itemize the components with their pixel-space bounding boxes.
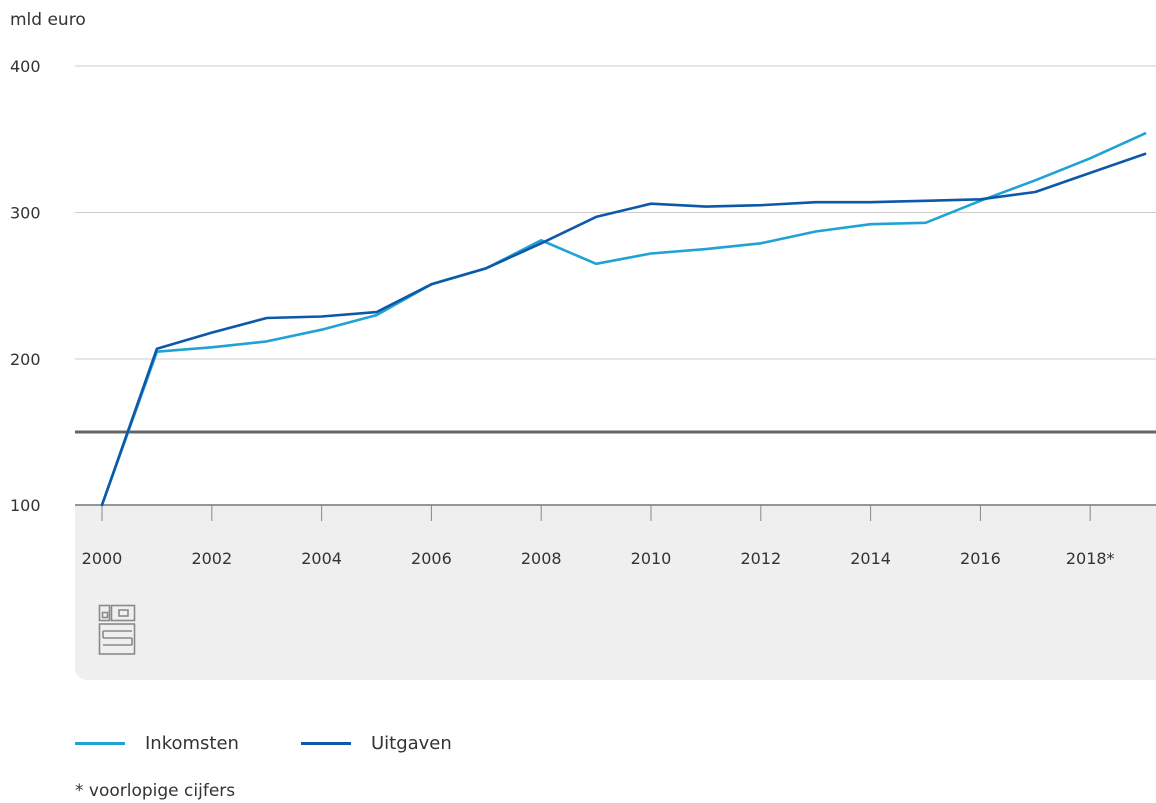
cbs-logo-icon [98,604,136,655]
x-tick-label-2004: 2004 [301,549,342,568]
legend-item-inkomsten: Inkomsten [75,733,239,754]
y-tick-label-300: 300 [10,204,41,223]
x-tick-label-2008: 2008 [521,549,562,568]
series-line-uitgaven [100,152,1147,507]
x-tick-label-2018star: 2018* [1066,549,1115,568]
series-lines [100,132,1147,507]
legend-swatch-inkomsten [75,741,125,745]
x-axis: 2000 2002 2004 2006 2008 2010 2012 2014 2016 2018… [82,505,1115,568]
x-tick-label-2016: 2016 [960,549,1001,568]
y-tick-label-400: 400 [10,57,41,76]
legend-label-uitgaven: Uitgaven [370,732,452,754]
series-line-inkomsten [100,132,1147,507]
gridlines [75,65,1156,506]
x-tick-label-2010: 2010 [631,549,672,568]
legend-item-uitgaven: Uitgaven [300,732,452,754]
y-axis-ticks: 400 300 200 100 [10,57,41,515]
y-tick-label-200: 200 [10,350,41,369]
legend: Inkomsten Uitgaven [75,729,514,757]
x-tick-label-2006: 2006 [411,549,452,568]
x-tick-label-2000: 2000 [82,549,123,568]
legend-label-inkomsten: Inkomsten [145,732,239,754]
y-tick-label-100: 100 [10,496,41,515]
x-tick-label-2002: 2002 [191,549,232,568]
x-axis-panel [75,505,1156,680]
x-tick-label-2014: 2014 [850,549,891,568]
x-tick-label-2012: 2012 [740,549,781,568]
legend-swatch-uitgaven [300,741,351,745]
y-axis-unit-label: mld euro [10,10,86,30]
footnote: * voorlopige cijfers [75,781,236,801]
